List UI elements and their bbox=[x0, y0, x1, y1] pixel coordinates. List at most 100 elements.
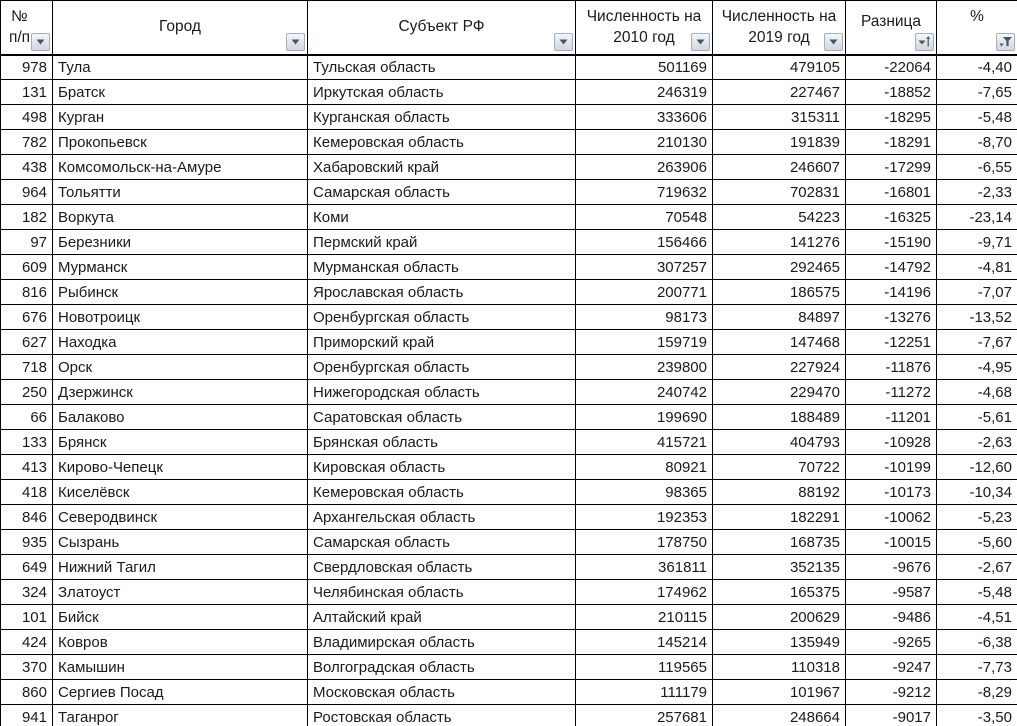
cell-difference[interactable]: -9247 bbox=[845, 654, 937, 680]
cell-difference[interactable]: -18291 bbox=[845, 129, 937, 155]
cell-region[interactable]: Саратовская область bbox=[307, 404, 576, 430]
cell-region[interactable]: Оренбургская область bbox=[307, 354, 576, 380]
cell-city[interactable]: Нижний Тагил bbox=[52, 554, 308, 580]
cell-population-2010[interactable]: 239800 bbox=[575, 354, 713, 380]
cell-percent[interactable]: -7,65 bbox=[936, 79, 1017, 105]
cell-difference[interactable]: -9212 bbox=[845, 679, 937, 705]
cell-population-2010[interactable]: 199690 bbox=[575, 404, 713, 430]
cell-population-2019[interactable]: 702831 bbox=[712, 179, 846, 205]
cell-difference[interactable]: -11272 bbox=[845, 379, 937, 405]
cell-city[interactable]: Орск bbox=[52, 354, 308, 380]
cell-percent[interactable]: -3,50 bbox=[936, 704, 1017, 726]
cell-region[interactable]: Коми bbox=[307, 204, 576, 230]
cell-row-number[interactable]: 676 bbox=[0, 304, 53, 330]
cell-population-2019[interactable]: 227924 bbox=[712, 354, 846, 380]
cell-row-number[interactable]: 182 bbox=[0, 204, 53, 230]
cell-population-2019[interactable]: 101967 bbox=[712, 679, 846, 705]
region-filter-button[interactable] bbox=[554, 32, 573, 51]
cell-region[interactable]: Московская область bbox=[307, 679, 576, 705]
cell-difference[interactable]: -9017 bbox=[845, 704, 937, 726]
cell-row-number[interactable]: 131 bbox=[0, 79, 53, 105]
header-region[interactable]: Субъект РФ bbox=[307, 0, 576, 56]
cell-row-number[interactable]: 816 bbox=[0, 279, 53, 305]
cell-difference[interactable]: -9265 bbox=[845, 629, 937, 655]
cell-region[interactable]: Мурманская область bbox=[307, 254, 576, 280]
cell-percent[interactable]: -2,33 bbox=[936, 179, 1017, 205]
cell-row-number[interactable]: 424 bbox=[0, 629, 53, 655]
cell-population-2019[interactable]: 191839 bbox=[712, 129, 846, 155]
cell-region[interactable]: Курганская область bbox=[307, 104, 576, 130]
cell-percent[interactable]: -23,14 bbox=[936, 204, 1017, 230]
cell-population-2019[interactable]: 404793 bbox=[712, 429, 846, 455]
cell-percent[interactable]: -5,23 bbox=[936, 504, 1017, 530]
cell-city[interactable]: Новотроицк bbox=[52, 304, 308, 330]
cell-population-2010[interactable]: 210115 bbox=[575, 604, 713, 630]
cell-population-2010[interactable]: 145214 bbox=[575, 629, 713, 655]
cell-city[interactable]: Курган bbox=[52, 104, 308, 130]
cell-percent[interactable]: -6,38 bbox=[936, 629, 1017, 655]
cell-row-number[interactable]: 846 bbox=[0, 504, 53, 530]
cell-population-2019[interactable]: 147468 bbox=[712, 329, 846, 355]
cell-region[interactable]: Волгоградская область bbox=[307, 654, 576, 680]
cell-region[interactable]: Алтайский край bbox=[307, 604, 576, 630]
cell-population-2019[interactable]: 227467 bbox=[712, 79, 846, 105]
cell-difference[interactable]: -10173 bbox=[845, 479, 937, 505]
cell-region[interactable]: Самарская область bbox=[307, 179, 576, 205]
cell-region[interactable]: Владимирская область bbox=[307, 629, 576, 655]
cell-city[interactable]: Балаково bbox=[52, 404, 308, 430]
cell-population-2019[interactable]: 352135 bbox=[712, 554, 846, 580]
cell-row-number[interactable]: 627 bbox=[0, 329, 53, 355]
cell-difference[interactable]: -10062 bbox=[845, 504, 937, 530]
cell-row-number[interactable]: 964 bbox=[0, 179, 53, 205]
cell-row-number[interactable]: 609 bbox=[0, 254, 53, 280]
cell-region[interactable]: Кемеровская область bbox=[307, 129, 576, 155]
cell-row-number[interactable]: 133 bbox=[0, 429, 53, 455]
cell-region[interactable]: Тульская область bbox=[307, 54, 576, 80]
cell-region[interactable]: Оренбургская область bbox=[307, 304, 576, 330]
cell-percent[interactable]: -4,95 bbox=[936, 354, 1017, 380]
cell-population-2019[interactable]: 186575 bbox=[712, 279, 846, 305]
cell-difference[interactable]: -18295 bbox=[845, 104, 937, 130]
cell-city[interactable]: Бийск bbox=[52, 604, 308, 630]
cell-difference[interactable]: -16801 bbox=[845, 179, 937, 205]
cell-city[interactable]: Сергиев Посад bbox=[52, 679, 308, 705]
cell-population-2010[interactable]: 156466 bbox=[575, 229, 713, 255]
cell-city[interactable]: Кирово-Чепецк bbox=[52, 454, 308, 480]
cell-population-2019[interactable]: 110318 bbox=[712, 654, 846, 680]
percent-filter-button[interactable] bbox=[996, 32, 1015, 51]
cell-city[interactable]: Березники bbox=[52, 229, 308, 255]
cell-population-2010[interactable]: 70548 bbox=[575, 204, 713, 230]
cell-population-2010[interactable]: 178750 bbox=[575, 529, 713, 555]
cell-population-2019[interactable]: 135949 bbox=[712, 629, 846, 655]
cell-difference[interactable]: -12251 bbox=[845, 329, 937, 355]
cell-row-number[interactable]: 718 bbox=[0, 354, 53, 380]
cell-percent[interactable]: -6,55 bbox=[936, 154, 1017, 180]
cell-population-2010[interactable]: 80921 bbox=[575, 454, 713, 480]
cell-difference[interactable]: -10015 bbox=[845, 529, 937, 555]
cell-region[interactable]: Иркутская область bbox=[307, 79, 576, 105]
cell-percent[interactable]: -5,48 bbox=[936, 579, 1017, 605]
cell-population-2010[interactable]: 246319 bbox=[575, 79, 713, 105]
cell-population-2019[interactable]: 315311 bbox=[712, 104, 846, 130]
cell-percent[interactable]: -7,07 bbox=[936, 279, 1017, 305]
cell-region[interactable]: Архангельская область bbox=[307, 504, 576, 530]
cell-population-2010[interactable]: 111179 bbox=[575, 679, 713, 705]
cell-city[interactable]: Мурманск bbox=[52, 254, 308, 280]
cell-region[interactable]: Нижегородская область bbox=[307, 379, 576, 405]
cell-row-number[interactable]: 66 bbox=[0, 404, 53, 430]
cell-percent[interactable]: -7,67 bbox=[936, 329, 1017, 355]
city-filter-button[interactable] bbox=[286, 32, 305, 51]
cell-percent[interactable]: -4,68 bbox=[936, 379, 1017, 405]
cell-row-number[interactable]: 498 bbox=[0, 104, 53, 130]
cell-population-2010[interactable]: 263906 bbox=[575, 154, 713, 180]
cell-region[interactable]: Пермский край bbox=[307, 229, 576, 255]
cell-population-2010[interactable]: 210130 bbox=[575, 129, 713, 155]
cell-population-2019[interactable]: 70722 bbox=[712, 454, 846, 480]
cell-row-number[interactable]: 860 bbox=[0, 679, 53, 705]
cell-population-2010[interactable]: 501169 bbox=[575, 54, 713, 80]
cell-difference[interactable]: -22064 bbox=[845, 54, 937, 80]
cell-city[interactable]: Воркута bbox=[52, 204, 308, 230]
cell-city[interactable]: Сызрань bbox=[52, 529, 308, 555]
cell-row-number[interactable]: 782 bbox=[0, 129, 53, 155]
population-2019-filter-button[interactable] bbox=[824, 32, 843, 51]
